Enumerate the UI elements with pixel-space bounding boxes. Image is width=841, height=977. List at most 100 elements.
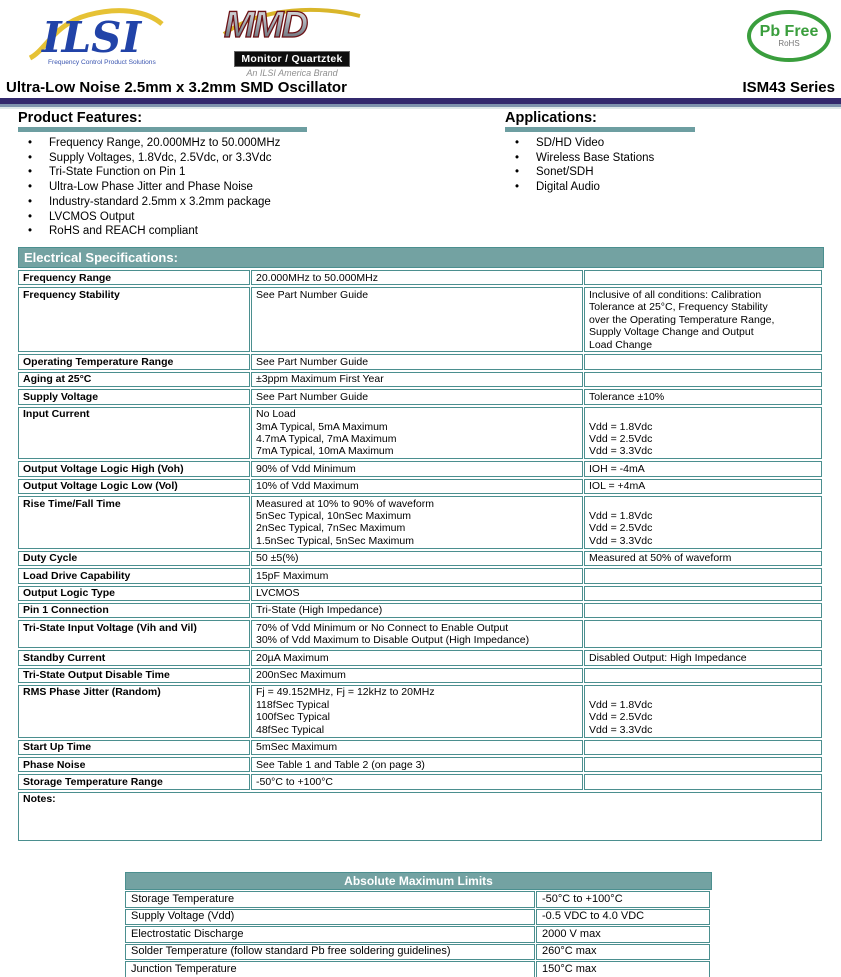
spec-value: Fj = 49.152MHz, Fj = 12kHz to 20MHz 118fS… xyxy=(251,684,583,738)
spec-value: 10% of Vdd Maximum xyxy=(251,478,583,495)
spec-row: Aging at 25°C ±3ppm Maximum First Year xyxy=(18,371,822,388)
mmd-brand-line: An ILSI America Brand xyxy=(246,68,338,78)
spec-parameter: RMS Phase Jitter (Random) xyxy=(18,684,250,738)
spec-parameter: Output Voltage Logic Low (Vol) xyxy=(18,478,250,495)
ilsi-logo-tagline: Frequency Control Product Solutions xyxy=(48,59,156,66)
spec-parameter: Load Drive Capability xyxy=(18,568,250,584)
spec-row: Load Drive Capability 15pF Maximum xyxy=(18,568,822,584)
abs-limit-row: Storage Temperature -50°C to +100°C xyxy=(125,891,710,908)
spec-parameter: Output Voltage Logic High (Voh) xyxy=(18,461,250,477)
spec-row: Start Up Time 5mSec Maximum xyxy=(18,739,822,755)
application-item: Wireless Base Stations xyxy=(505,151,825,166)
spec-value: 5mSec Maximum xyxy=(251,739,583,755)
applications-heading: Applications: xyxy=(505,110,597,126)
spec-note: Inclusive of all conditions: Calibration… xyxy=(584,287,822,353)
spec-line: See Part Number Guide xyxy=(256,288,369,301)
spec-row: Frequency Stability See Part Number Guide… xyxy=(18,287,822,353)
abs-limit-row: Junction Temperature 150°C max xyxy=(125,961,710,977)
spec-line: 15pF Maximum xyxy=(256,569,329,582)
spec-value: 70% of Vdd Minimum or No Connect to Enab… xyxy=(251,620,583,649)
spec-value: 20.000MHz to 50.000MHz xyxy=(251,270,583,286)
mmd-logo-text: MMD xyxy=(224,4,308,44)
spec-line: Vdd = 2.5Vdc xyxy=(589,711,653,724)
spec-line: 118fSec Typical xyxy=(256,698,330,711)
spec-line: See Part Number Guide xyxy=(256,390,369,403)
spec-note: Vdd = 1.8Vdc Vdd = 2.5Vdc Vdd = 3.3Vdc xyxy=(584,496,822,549)
spec-note xyxy=(584,354,822,370)
electrical-specifications-table: Frequency Range 20.000MHz to 50.000MHz Fre… xyxy=(17,268,823,843)
spec-line: 3mA Typical, 5mA Maximum xyxy=(256,420,388,433)
spec-parameter: Input Current xyxy=(18,406,250,460)
spec-line: 100fSec Typical xyxy=(256,711,330,724)
spec-note: Disabled Output: High Impedance xyxy=(584,650,822,666)
abs-limit-value: -0.5 VDC to 4.0 VDC xyxy=(536,908,710,925)
spec-row: Operating Temperature Range See Part Numb… xyxy=(18,354,822,370)
spec-value: See Part Number Guide xyxy=(251,354,583,370)
spec-line: ±3ppm Maximum First Year xyxy=(256,373,384,386)
mmd-logo-graphic: MMD xyxy=(222,3,361,46)
feature-item: Ultra-Low Phase Jitter and Phase Noise xyxy=(18,180,488,195)
feature-item: LVCMOS Output xyxy=(18,210,488,225)
divider-light-band xyxy=(0,107,841,109)
spec-row: Storage Temperature Range -50°C to +100°C xyxy=(18,774,822,790)
spec-row: Rise Time/Fall Time Measured at 10% to 90… xyxy=(18,496,822,549)
feature-item: Tri-State Function on Pin 1 xyxy=(18,165,488,180)
spec-line: 200nSec Maximum xyxy=(256,669,346,682)
spec-parameter: Pin 1 Connection xyxy=(18,602,250,619)
spec-note xyxy=(584,739,822,755)
spec-value: 200nSec Maximum xyxy=(251,667,583,683)
application-item: Sonet/SDH xyxy=(505,165,825,180)
spec-line: Supply Voltage Change and Output xyxy=(589,326,754,339)
spec-parameter: Aging at 25°C xyxy=(18,371,250,388)
spec-line: 10% of Vdd Maximum xyxy=(256,480,359,493)
spec-line: 90% of Vdd Minimum xyxy=(256,462,356,475)
spec-note xyxy=(584,270,822,286)
spec-line: 50 ±5(%) xyxy=(256,552,299,565)
absolute-maximum-limits-table: Storage Temperature -50°C to +100°C Supply… xyxy=(124,890,711,977)
spec-line: 5nSec Typical, 10nSec Maximum xyxy=(256,510,412,522)
electrical-specifications-heading: Electrical Specifications: xyxy=(18,247,824,268)
spec-parameter: Duty Cycle xyxy=(18,550,250,567)
pb-free-badge: Pb Free RoHS xyxy=(747,10,831,62)
spec-parameter: Rise Time/Fall Time xyxy=(18,496,250,549)
spec-line: 20µA Maximum xyxy=(256,651,329,664)
abs-limit-parameter: Supply Voltage (Vdd) xyxy=(125,908,535,925)
spec-parameter: Operating Temperature Range xyxy=(18,354,250,370)
spec-value: Measured at 10% to 90% of waveform 5nSec … xyxy=(251,496,583,549)
spec-line xyxy=(589,686,817,698)
abs-limit-row: Electrostatic Discharge 2000 V max xyxy=(125,926,710,943)
spec-row: Output Voltage Logic Low (Vol) 10% of Vdd… xyxy=(18,478,822,495)
spec-line: over the Operating Temperature Range, xyxy=(589,313,775,326)
spec-line xyxy=(589,408,817,420)
spec-row: Input Current No Load 3mA Typical, 5mA Max… xyxy=(18,406,822,460)
spec-line: Vdd = 1.8Vdc xyxy=(589,420,653,433)
pb-free-label: Pb Free xyxy=(759,23,819,40)
spec-value: See Part Number Guide xyxy=(251,389,583,405)
spec-note: Vdd = 1.8Vdc Vdd = 2.5Vdc Vdd = 3.3Vdc xyxy=(584,684,822,738)
electrical-specifications-section: Electrical Specifications: Frequency Ran… xyxy=(18,247,824,843)
spec-line: 7mA Typical, 10mA Maximum xyxy=(256,445,394,458)
spec-row: RMS Phase Jitter (Random) Fj = 49.152MHz,… xyxy=(18,684,822,738)
abs-limit-parameter: Solder Temperature (follow standard Pb f… xyxy=(125,943,535,960)
spec-row: Standby Current 20µA Maximum Disabled Outp… xyxy=(18,650,822,666)
spec-value: 90% of Vdd Minimum xyxy=(251,461,583,477)
spec-parameter: Tri-State Input Voltage (Vih and Vil) xyxy=(18,620,250,649)
spec-note xyxy=(584,757,822,773)
spec-line: 20.000MHz to 50.000MHz xyxy=(256,271,378,284)
spec-note xyxy=(584,568,822,584)
spec-line: See Table 1 and Table 2 (on page 3) xyxy=(256,758,425,771)
abs-limit-row: Supply Voltage (Vdd) -0.5 VDC to 4.0 VDC xyxy=(125,908,710,925)
spec-value: No Load 3mA Typical, 5mA Maximum 4.7mA Typ… xyxy=(251,406,583,460)
product-features-list: Frequency Range, 20.000MHz to 50.000MHzS… xyxy=(18,136,488,239)
absolute-maximum-limits-section: Absolute Maximum Limits Storage Temperat… xyxy=(125,872,712,977)
spec-value: -50°C to +100°C xyxy=(251,774,583,790)
spec-line: 1.5nSec Typical, 5nSec Maximum xyxy=(256,534,414,547)
spec-row: Pin 1 Connection Tri-State (High Impedanc… xyxy=(18,602,822,619)
title-divider xyxy=(0,98,841,109)
spec-line: Tri-State (High Impedance) xyxy=(256,604,383,617)
spec-note: IOH = -4mA xyxy=(584,461,822,477)
application-item: SD/HD Video xyxy=(505,136,825,151)
spec-line: 5mSec Maximum xyxy=(256,741,338,754)
mmd-logo: MMD Monitor / Quartztek An ILSI America … xyxy=(222,3,362,78)
spec-line: Vdd = 3.3Vdc xyxy=(589,534,653,547)
